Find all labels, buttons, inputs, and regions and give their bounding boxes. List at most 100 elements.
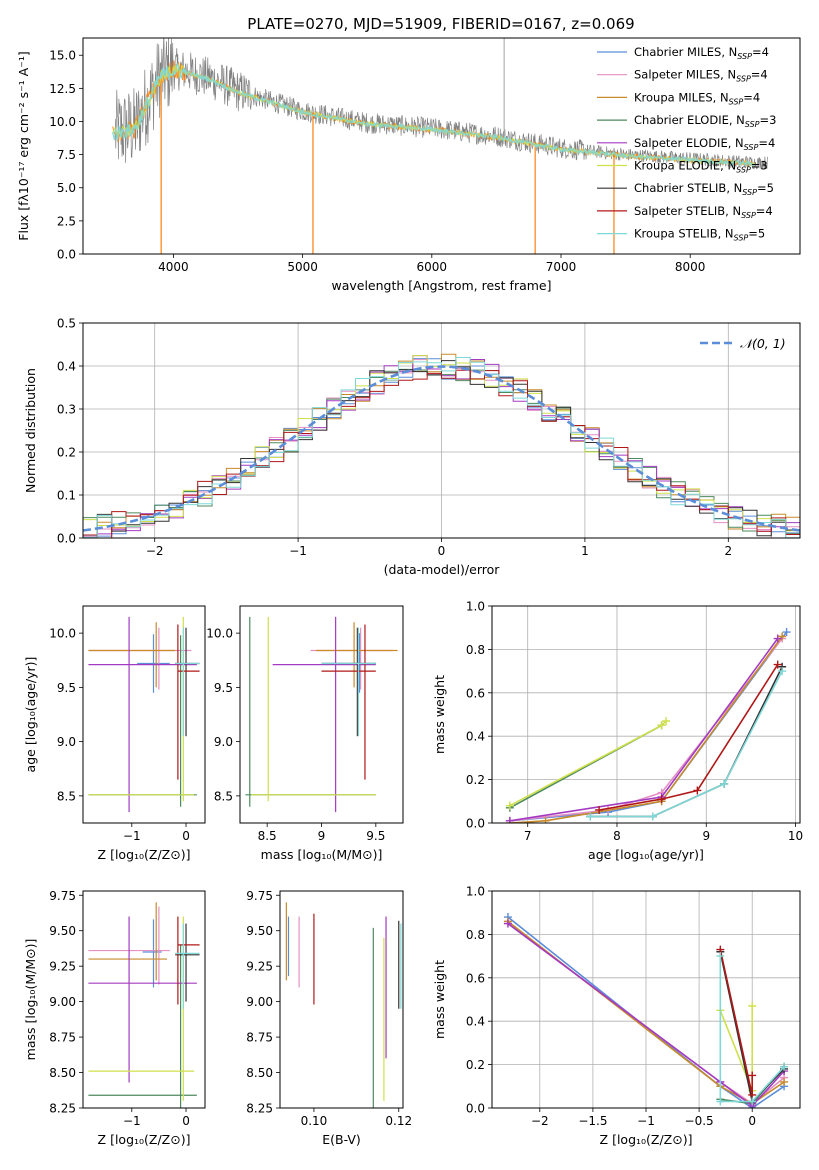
x-tick-label: −2 <box>531 1114 549 1128</box>
x-tick-label: 5000 <box>287 260 318 274</box>
age-vs-metallicity-plot: −1 0 8.5 9.0 9.5 10.0 Z [log₁₀(Z/Z⊙)] age [log₁… <box>23 605 206 862</box>
plot-area <box>88 616 200 813</box>
x-tick-label: −1 <box>637 1114 655 1128</box>
legend-label-chabrier-miles: Chabrier MILES, NSSP=4 <box>634 45 769 61</box>
legend-subscript: SSP <box>744 143 759 152</box>
point-kroupa-stelib <box>586 812 595 821</box>
x-tick-label: 0.10 <box>301 1114 328 1128</box>
point-salpeter-stelib <box>773 660 782 669</box>
y-tick-label: 0.8 <box>466 928 485 942</box>
legend-tail: =3 <box>751 159 768 173</box>
histogram-salpeter-stelib <box>83 369 800 538</box>
y-tick-label: 0.0 <box>466 1102 485 1116</box>
point-salpeter-stelib <box>748 1071 757 1080</box>
series-chabrier-miles <box>507 916 785 1108</box>
y-tick-label: 7.5 <box>57 148 76 162</box>
x-tick-label: −2 <box>146 544 164 558</box>
x-tick-label: 1 <box>581 544 589 558</box>
y-axis-label: age [log₁₀(age/yr)] <box>23 657 38 773</box>
axes-frame <box>279 890 404 1109</box>
y-tick-label: 0.5 <box>57 317 76 331</box>
x-tick-label: −1 <box>123 1114 141 1128</box>
point-salpeter-elodie <box>505 816 514 823</box>
y-tick-label: 8.50 <box>49 1066 76 1080</box>
legend-tail: =4 <box>751 68 768 82</box>
legend-subscript: SSP <box>742 188 757 197</box>
legend-text: Kroupa MILES, N <box>634 90 729 104</box>
residuals-plot: −2 −1 0 1 2 0.0 0.1 0.2 0.3 0.4 0.5 (data-model)/er… <box>23 317 801 577</box>
series-kroupa-miles <box>507 920 785 1105</box>
y-axis-label: Flux [fλ10⁻¹⁷ erg cm⁻² s⁻¹ A⁻¹] <box>16 51 31 240</box>
x-tick-label: −1 <box>289 544 307 558</box>
y-tick-label: 0.0 <box>57 532 76 546</box>
legend-subscript: SSP <box>745 120 760 129</box>
point-salpeter-elodie <box>773 634 782 643</box>
y-axis-label: mass weight <box>432 675 447 754</box>
y-tick-label: 5.0 <box>57 181 76 195</box>
legend-label-kroupa-stelib: Kroupa STELIB, NSSP=5 <box>634 227 765 243</box>
plot-area <box>505 628 791 823</box>
y-axis-label: mass weight <box>432 960 447 1039</box>
y-tick-label: 8.25 <box>49 1102 76 1116</box>
legend-text: Salpeter ELODIE, N <box>634 136 744 150</box>
legend-subscript: SSP <box>741 211 756 220</box>
plot-area <box>245 616 398 813</box>
legend-subscript: SSP <box>736 75 751 84</box>
series-salpeter-miles <box>509 638 783 822</box>
point-kroupa-stelib <box>778 667 787 676</box>
axes-frame <box>82 37 801 255</box>
y-tick-label: 0.4 <box>466 730 485 744</box>
series-kroupa-stelib <box>719 956 785 1103</box>
legend-tail: =4 <box>743 90 760 104</box>
x-tick-label: −1.5 <box>578 1114 607 1128</box>
x-tick-label: 2 <box>724 544 732 558</box>
x-tick-label: 0 <box>748 1114 756 1128</box>
y-tick-label: 10.0 <box>49 627 76 641</box>
gaussian-curve <box>83 365 800 532</box>
y-tick-label: 15.0 <box>49 49 76 63</box>
y-axis-label: Normed distribution <box>23 368 38 493</box>
legend-label-kroupa-miles: Kroupa MILES, NSSP=4 <box>634 90 760 106</box>
axes-frame <box>82 890 206 1109</box>
point-salpeter-stelib <box>657 795 666 804</box>
point-kroupa-stelib <box>780 1062 789 1071</box>
model-spectrum <box>112 62 755 168</box>
observed-spectrum <box>114 38 768 170</box>
point-kroupa-elodie <box>657 721 666 730</box>
y-tick-label: 0.2 <box>466 773 485 787</box>
plot-area <box>285 902 402 1108</box>
y-tick-label: 10.0 <box>49 115 76 129</box>
legend-tail: =3 <box>760 113 777 127</box>
y-tick-label: 0.0 <box>57 248 76 262</box>
x-tick-label: 0 <box>182 1114 190 1128</box>
series-salpeter-stelib <box>598 664 779 811</box>
x-tick-label: 7000 <box>546 260 577 274</box>
x-tick-label: 8.5 <box>258 829 277 843</box>
y-tick-label: 8.5 <box>214 789 233 803</box>
legend-label-salpeter-stelib: Salpeter STELIB, NSSP=4 <box>634 204 773 220</box>
y-tick-label: 9.5 <box>57 681 76 695</box>
point-kroupa-elodie <box>748 1002 757 1011</box>
point-kroupa-miles <box>778 632 787 641</box>
plot-area <box>83 353 800 538</box>
spectrum-plot: 4000 5000 6000 7000 8000 0.0 2.5 5.0 7.5 10.0 12.5… <box>16 37 801 293</box>
y-tick-label: 0.6 <box>466 686 485 700</box>
series-kroupa-elodie <box>509 720 667 807</box>
y-tick-label: 0.3 <box>57 403 76 417</box>
histogram-chabrier-miles <box>83 358 800 537</box>
y-tick-label: 8.50 <box>246 1066 273 1080</box>
y-tick-label: 9.25 <box>49 960 76 974</box>
x-axis-label: wavelength [Angstrom, rest frame] <box>331 278 551 293</box>
legend-text: Chabrier MILES, N <box>634 45 737 59</box>
legend-subscript: SSP <box>736 166 751 175</box>
point-kroupa-stelib <box>716 952 725 961</box>
plot-area <box>112 38 768 254</box>
massweight-vs-metallicity-plot: −2 −1.5 −1 −0.5 0 0.0 0.2 0.4 0.6 0.8 1.0 Z [log₁₀(… <box>432 885 801 1147</box>
y-tick-label: 0.2 <box>466 1058 485 1072</box>
x-axis-label: Z [log₁₀(Z/Z⊙)] <box>98 847 191 862</box>
y-axis-label: mass [log₁₀(M/M⊙)] <box>23 939 38 1061</box>
legend-subscript: SSP <box>734 234 749 243</box>
series-salpeter-elodie <box>509 638 779 822</box>
mass-vs-metallicity-plot: −1 0 8.25 8.50 8.75 9.00 9.25 9.50 9.75 Z [log₁₀(… <box>23 889 206 1147</box>
